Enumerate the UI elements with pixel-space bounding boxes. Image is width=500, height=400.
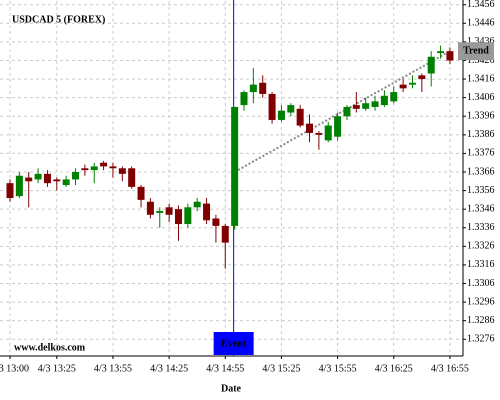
y-tick-label: 1.3286 — [467, 315, 495, 326]
y-tick-label: 1.3336 — [467, 222, 495, 233]
trend-label-box — [458, 42, 494, 61]
candle-body — [25, 177, 33, 182]
candle-body — [109, 166, 117, 169]
candle-body — [193, 201, 201, 208]
y-tick-label: 1.3306 — [467, 278, 495, 289]
y-tick-label: 1.3406 — [467, 92, 495, 103]
candle-body — [427, 56, 435, 74]
candle-body — [240, 92, 248, 106]
y-tick-label: 1.3446 — [467, 18, 495, 29]
y-tick-label: 1.3436 — [467, 36, 495, 47]
trend-label: Trend — [463, 45, 489, 56]
candle-body — [418, 75, 426, 80]
candle-body — [408, 82, 416, 85]
y-tick-label: 1.3356 — [467, 185, 495, 196]
candle-body — [380, 95, 388, 106]
candle-body — [287, 105, 295, 113]
candle-body — [62, 179, 70, 186]
candle-body — [174, 209, 182, 225]
y-tick-label: 1.3416 — [467, 73, 495, 84]
candle-body — [371, 101, 379, 107]
candle-body — [390, 92, 398, 102]
candle-body — [212, 218, 220, 226]
candle-body — [315, 132, 323, 135]
x-tick-label: 4/3 13:25 — [38, 363, 76, 374]
candle-body — [6, 183, 14, 199]
y-tick-label: 1.3456 — [467, 0, 495, 10]
candle-body — [128, 168, 136, 187]
candle-body — [399, 84, 407, 89]
candle-body — [277, 110, 285, 120]
y-tick-label: 1.3276 — [467, 334, 495, 345]
candle-body — [221, 225, 229, 243]
event-label-box — [213, 332, 254, 355]
candle-body — [184, 207, 192, 225]
y-tick-label: 1.3296 — [467, 296, 495, 307]
candle-body — [259, 82, 267, 94]
candle-body — [118, 168, 126, 174]
watermark: www.delkos.com — [14, 342, 86, 353]
candle-body — [100, 162, 108, 167]
y-tick-label: 1.3376 — [467, 148, 495, 159]
x-tick-label: 4/3 14:25 — [150, 363, 188, 374]
candle-body — [296, 108, 304, 126]
x-tick-label: 4/3 15:55 — [319, 363, 357, 374]
trend-line — [234, 50, 451, 173]
candle-body — [72, 171, 80, 180]
candle-body — [90, 166, 98, 171]
y-tick-label: 1.3366 — [467, 166, 495, 177]
candle-body — [343, 106, 351, 117]
y-tick-label: 1.3386 — [467, 129, 495, 140]
candle-body — [446, 51, 454, 61]
x-tick-label: 4/3 16:25 — [375, 363, 413, 374]
x-tick-label: 4/3 16:55 — [431, 363, 469, 374]
candle-body — [231, 106, 239, 226]
y-tick-label: 1.3316 — [467, 259, 495, 270]
candle-body — [334, 116, 342, 137]
y-tick-label: 1.3326 — [467, 241, 495, 252]
candle-body — [137, 186, 145, 200]
candle-body — [43, 173, 51, 184]
candle-body — [156, 211, 164, 213]
x-tick-label: 4/3 13:55 — [94, 363, 132, 374]
candle-body — [53, 179, 61, 182]
candle-body — [437, 51, 445, 54]
candle-body — [81, 168, 89, 171]
chart-title: USDCAD 5 (FOREX) — [12, 14, 105, 25]
candle-body — [203, 203, 211, 221]
candle-body — [249, 84, 257, 93]
x-axis-title: Date — [221, 383, 242, 394]
candle-body — [324, 125, 332, 141]
event-label: Event — [221, 338, 247, 349]
x-tick-label: 4/3 13:00 — [0, 363, 29, 374]
candle-body — [165, 207, 173, 215]
x-tick-label: 4/3 15:25 — [262, 363, 300, 374]
candle-body — [146, 201, 154, 215]
y-tick-label: 1.3396 — [467, 111, 495, 122]
candle-body — [268, 93, 276, 120]
candle-body — [15, 175, 23, 197]
candle-body — [306, 123, 314, 133]
y-tick-label: 1.3346 — [467, 203, 495, 214]
x-tick-label: 4/3 14:55 — [206, 363, 244, 374]
y-tick-label: 1.3426 — [467, 55, 495, 66]
candle-body — [362, 103, 370, 109]
candle-body — [352, 105, 360, 109]
candle-body — [34, 173, 42, 180]
